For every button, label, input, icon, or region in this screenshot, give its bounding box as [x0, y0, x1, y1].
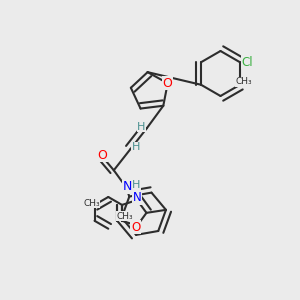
Text: O: O: [163, 77, 172, 90]
Text: H: H: [131, 142, 140, 152]
Text: CH₃: CH₃: [235, 77, 252, 86]
Text: Cl: Cl: [242, 56, 253, 69]
Text: H: H: [137, 122, 146, 132]
Text: N: N: [133, 191, 142, 204]
Text: H: H: [132, 180, 140, 190]
Text: N: N: [122, 180, 132, 193]
Text: O: O: [98, 149, 107, 162]
Text: O: O: [131, 221, 140, 234]
Text: CH₃: CH₃: [83, 199, 100, 208]
Text: CH₃: CH₃: [116, 212, 133, 221]
